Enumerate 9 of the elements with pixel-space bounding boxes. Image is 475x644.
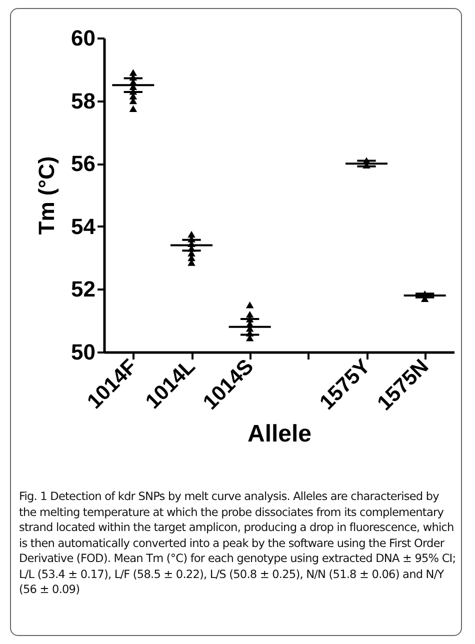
x-axis-title: Allele bbox=[247, 420, 312, 448]
caption: Fig. 1 Detection of kdr SNPs by melt curve analysis. Alleles are characterised by the melting temperature at which the probe dissociates from its complementary strand located within the target amplicon, producing a drop in fluorescence, which is then automatically converted into a peak by the software using the First Order Derivative (FOD). Mean Tm (°C) for each genotype using extracted DNA ± 95% CI; L/L (53.4 ± 0.17), L/F (58.5 ± 0.22), L/S (50.8 ± 0.25), N/N (51.8 ± 0.06) and N/Y (56 ± 0.09) bbox=[19, 489, 457, 598]
y-tick-label: 50 bbox=[71, 340, 96, 364]
y-tick-label: 52 bbox=[71, 276, 96, 302]
y-tick-label: 60 bbox=[71, 26, 96, 50]
y-tick-label: 56 bbox=[71, 151, 96, 176]
y-tick-label: 58 bbox=[71, 88, 96, 114]
y-tick-label: 54 bbox=[71, 214, 96, 239]
y-axis-title: Tm (°C) bbox=[34, 156, 60, 235]
